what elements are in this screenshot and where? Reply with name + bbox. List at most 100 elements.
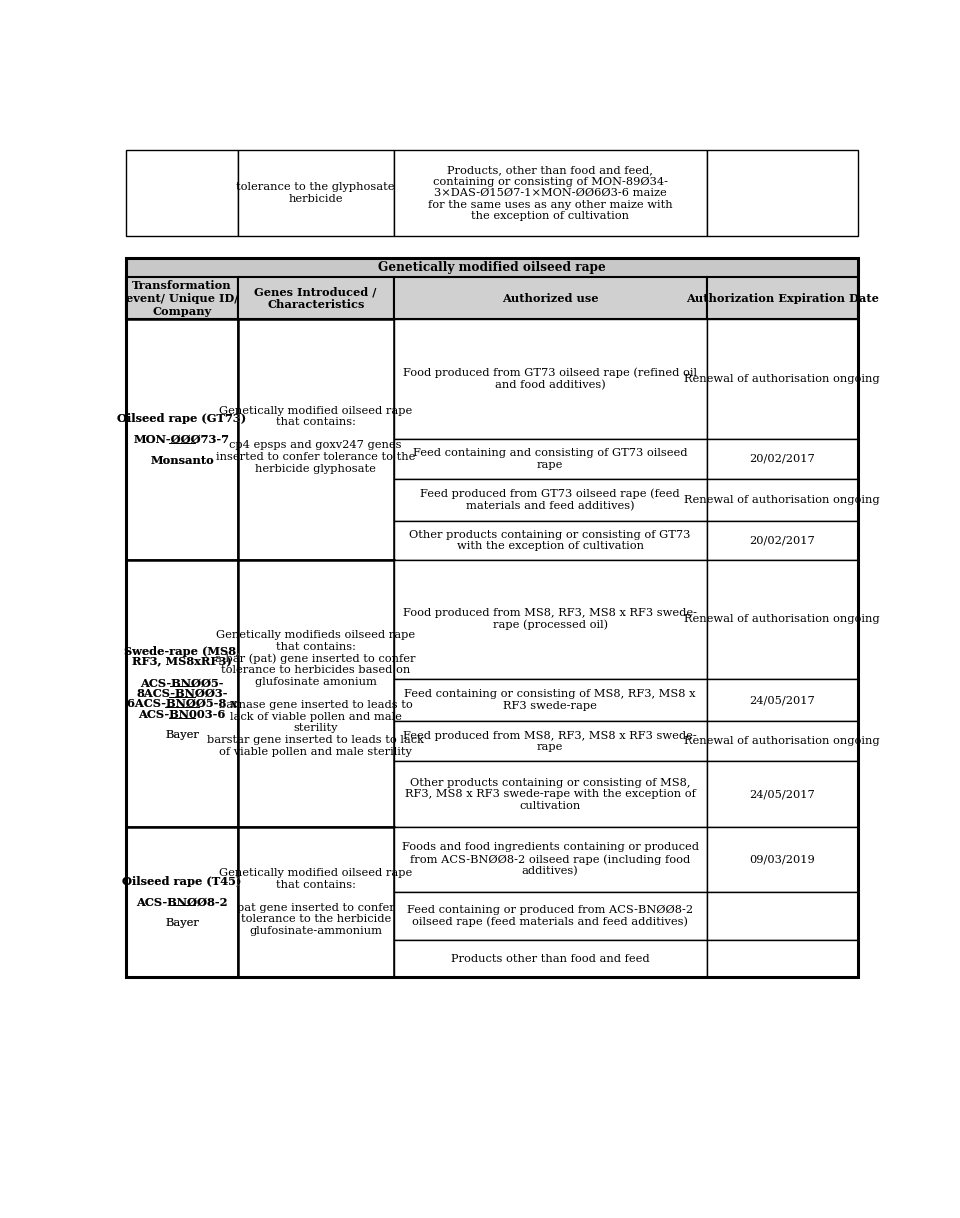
Text: ACS-BNØØ8-2: ACS-BNØØ8-2: [136, 896, 228, 907]
Text: 6ACS-BNØØ5-8 x: 6ACS-BNØØ5-8 x: [127, 698, 237, 709]
FancyBboxPatch shape: [707, 521, 858, 559]
FancyBboxPatch shape: [707, 761, 858, 827]
Text: Food produced from MS8, RF3, MS8 x RF3 swede-
rape (processed oil): Food produced from MS8, RF3, MS8 x RF3 s…: [403, 608, 697, 631]
Text: 24/05/2017: 24/05/2017: [750, 695, 815, 705]
FancyBboxPatch shape: [126, 150, 238, 236]
Text: Genetically modified oilseed rape
that contains:

pat gene inserted to confer
to: Genetically modified oilseed rape that c…: [219, 868, 412, 935]
Text: Food produced from GT73 oilseed rape (refined oil
and food additives): Food produced from GT73 oilseed rape (re…: [403, 368, 697, 390]
Text: Renewal of authorisation ongoing: Renewal of authorisation ongoing: [684, 737, 880, 747]
Text: Oilseed rape (T45): Oilseed rape (T45): [122, 876, 242, 887]
Text: Renewal of authorisation ongoing: Renewal of authorisation ongoing: [684, 374, 880, 384]
Text: Feed containing or consisting of MS8, RF3, MS8 x
RF3 swede-rape: Feed containing or consisting of MS8, RF…: [404, 689, 696, 711]
Text: 09/03/2019: 09/03/2019: [750, 855, 815, 865]
Text: Monsanto: Monsanto: [150, 454, 214, 465]
Text: Products other than food and feed: Products other than food and feed: [451, 954, 649, 963]
Text: 20/02/2017: 20/02/2017: [750, 536, 815, 546]
Text: MON-ØØØ73-7: MON-ØØØ73-7: [134, 434, 230, 445]
Text: Genetically modified oilseed rape: Genetically modified oilseed rape: [378, 261, 606, 274]
FancyBboxPatch shape: [707, 276, 858, 319]
FancyBboxPatch shape: [707, 559, 858, 678]
FancyBboxPatch shape: [126, 276, 238, 319]
FancyBboxPatch shape: [707, 438, 858, 479]
FancyBboxPatch shape: [394, 276, 707, 319]
FancyBboxPatch shape: [238, 827, 394, 977]
FancyBboxPatch shape: [707, 721, 858, 761]
Text: Renewal of authorisation ongoing: Renewal of authorisation ongoing: [684, 614, 880, 625]
Text: ACS-BNØØ5-: ACS-BNØØ5-: [140, 677, 224, 688]
Text: Other products containing or consisting of GT73
with the exception of cultivatio: Other products containing or consisting …: [409, 530, 691, 552]
Text: Feed produced from GT73 oilseed rape (feed
materials and feed additives): Feed produced from GT73 oilseed rape (fe…: [420, 488, 680, 512]
FancyBboxPatch shape: [394, 559, 707, 678]
Text: Bayer: Bayer: [165, 730, 199, 739]
Text: MON-ØØØ73-7: MON-ØØØ73-7: [134, 434, 230, 445]
FancyBboxPatch shape: [394, 940, 707, 977]
Text: Genetically modified oilseed rape
that contains:

cp4 epsps and goxv247 genes
in: Genetically modified oilseed rape that c…: [216, 406, 416, 474]
FancyBboxPatch shape: [394, 319, 707, 438]
FancyBboxPatch shape: [707, 678, 858, 721]
Text: Transformation
event/ Unique ID/
Company: Transformation event/ Unique ID/ Company: [126, 280, 238, 317]
Text: 8ACS-BNØØ3-: 8ACS-BNØØ3-: [136, 688, 228, 699]
Text: Foods and food ingredients containing or produced
from ACS-BNØØ8-2 oilseed rape : Foods and food ingredients containing or…: [401, 843, 699, 877]
Text: Monsanto: Monsanto: [150, 454, 214, 465]
FancyBboxPatch shape: [126, 827, 238, 977]
FancyBboxPatch shape: [126, 559, 238, 827]
FancyBboxPatch shape: [126, 319, 238, 559]
Text: 24/05/2017: 24/05/2017: [750, 789, 815, 799]
Text: Feed containing or produced from ACS-BNØØ8-2
oilseed rape (feed materials and fe: Feed containing or produced from ACS-BNØ…: [407, 905, 693, 927]
FancyBboxPatch shape: [394, 721, 707, 761]
Text: RF3, MS8xRF3): RF3, MS8xRF3): [132, 657, 232, 667]
Text: Authorization Expiration Date: Authorization Expiration Date: [685, 292, 878, 303]
FancyBboxPatch shape: [394, 893, 707, 940]
FancyBboxPatch shape: [707, 150, 858, 236]
Text: 8ACS-BNØØ3-: 8ACS-BNØØ3-: [136, 688, 228, 699]
Text: Genetically modifieds oilseed rape
that contains:
a bar (pat) gene inserted to c: Genetically modifieds oilseed rape that …: [207, 630, 424, 756]
Text: ACS-BNØØ8-2: ACS-BNØØ8-2: [136, 896, 228, 907]
Text: Genes Introduced /
Characteristics: Genes Introduced / Characteristics: [254, 286, 377, 311]
Bar: [126, 258, 858, 977]
Text: Monsanto: Monsanto: [150, 454, 214, 465]
Text: 20/02/2017: 20/02/2017: [750, 454, 815, 464]
FancyBboxPatch shape: [394, 438, 707, 479]
Text: Bayer: Bayer: [165, 730, 199, 739]
Text: Feed produced from MS8, RF3, MS8 x RF3 swede-
rape: Feed produced from MS8, RF3, MS8 x RF3 s…: [403, 731, 697, 753]
FancyBboxPatch shape: [394, 479, 707, 521]
FancyBboxPatch shape: [394, 150, 707, 236]
FancyBboxPatch shape: [707, 827, 858, 893]
Text: Oilseed rape (T45): Oilseed rape (T45): [122, 876, 242, 887]
Text: Feed containing and consisting of GT73 oilseed
rape: Feed containing and consisting of GT73 o…: [413, 448, 687, 470]
Text: Products, other than food and feed,
containing or consisting of MON-89Ø34-
3×DAS: Products, other than food and feed, cont…: [428, 164, 672, 222]
Text: Bayer: Bayer: [165, 917, 199, 928]
Text: Oilseed rape (GT73): Oilseed rape (GT73): [117, 413, 247, 424]
Text: Authorized use: Authorized use: [502, 292, 598, 303]
Text: Other products containing or consisting of MS8,
RF3, MS8 x RF3 swede-rape with t: Other products containing or consisting …: [405, 777, 696, 811]
Text: Swede-rape (MS8,: Swede-rape (MS8,: [124, 647, 240, 658]
FancyBboxPatch shape: [238, 150, 394, 236]
Text: ACS-BN003-6: ACS-BN003-6: [138, 709, 226, 720]
FancyBboxPatch shape: [707, 940, 858, 977]
FancyBboxPatch shape: [126, 258, 858, 276]
FancyBboxPatch shape: [394, 521, 707, 559]
Text: 8ACS-BNØØ3-: 8ACS-BNØØ3-: [136, 688, 228, 699]
Text: ACS-BN003-6: ACS-BN003-6: [138, 709, 226, 720]
FancyBboxPatch shape: [394, 761, 707, 827]
FancyBboxPatch shape: [707, 479, 858, 521]
Text: Swede-rape (MS8,: Swede-rape (MS8,: [124, 647, 240, 658]
Text: Oilseed rape (GT73): Oilseed rape (GT73): [117, 413, 247, 424]
Text: ACS-BNØØ8-2: ACS-BNØØ8-2: [136, 896, 228, 907]
Text: Bayer: Bayer: [165, 917, 199, 928]
Text: ACS-BNØØ5-: ACS-BNØØ5-: [140, 677, 224, 688]
Text: Swede-rape (MS8,: Swede-rape (MS8,: [124, 647, 240, 658]
Text: ACS-BNØØ5-: ACS-BNØØ5-: [140, 677, 224, 688]
FancyBboxPatch shape: [238, 319, 394, 559]
Text: RF3, MS8xRF3): RF3, MS8xRF3): [132, 657, 232, 667]
Text: RF3, MS8xRF3): RF3, MS8xRF3): [132, 657, 232, 667]
FancyBboxPatch shape: [238, 559, 394, 827]
Text: Oilseed rape (GT73): Oilseed rape (GT73): [117, 413, 247, 424]
Text: Renewal of authorisation ongoing: Renewal of authorisation ongoing: [684, 495, 880, 505]
FancyBboxPatch shape: [238, 276, 394, 319]
Text: 6ACS-BNØØ5-8 x: 6ACS-BNØØ5-8 x: [127, 698, 237, 709]
Text: MON-ØØØ73-7: MON-ØØØ73-7: [134, 434, 230, 445]
FancyBboxPatch shape: [394, 678, 707, 721]
FancyBboxPatch shape: [394, 827, 707, 893]
Text: Oilseed rape (T45): Oilseed rape (T45): [122, 876, 242, 887]
